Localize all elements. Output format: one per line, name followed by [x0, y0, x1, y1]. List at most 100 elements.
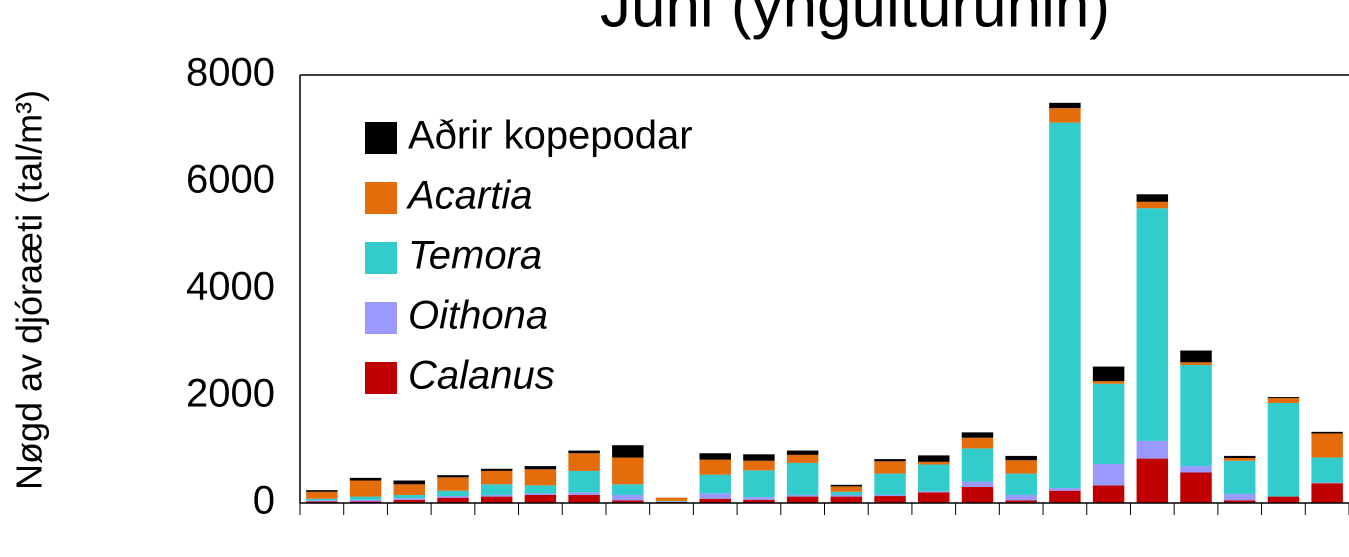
chart-title: Juni (yngulturunin): [600, 0, 1110, 40]
bar-segment: [393, 480, 426, 485]
bar-segment: [918, 464, 950, 492]
bar-segment: [524, 466, 557, 470]
bar-segment: [1223, 458, 1256, 461]
bar-segment: [437, 475, 469, 478]
bar-segment: [393, 499, 426, 503]
bar-segment: [961, 437, 994, 449]
bar-segment: [1180, 350, 1212, 363]
bar-segment: [786, 496, 819, 503]
bar-segment: [1092, 383, 1125, 464]
bar-segment: [1311, 457, 1343, 483]
bar-segment: [874, 459, 906, 462]
bar-segment: [437, 477, 469, 491]
bar-segment: [830, 494, 863, 497]
y-tick-label: 4000: [186, 265, 275, 309]
bar-segment: [568, 450, 600, 454]
bar-segment: [699, 459, 731, 475]
bar-segment: [874, 496, 906, 503]
bar-segment: [437, 497, 469, 503]
legend-label: Acartia: [406, 174, 533, 218]
y-tick-label: 6000: [186, 158, 275, 202]
bar-segment: [918, 461, 950, 465]
bar-segment: [612, 484, 644, 495]
bar-segment: [1267, 496, 1300, 503]
bar-segment: [437, 496, 469, 498]
bar-segment: [1180, 472, 1212, 503]
legend-swatch: [365, 182, 397, 214]
y-tick-label: 2000: [186, 372, 275, 416]
bar-segment: [1223, 460, 1256, 494]
bar-segment: [612, 500, 644, 503]
bar-segment: [480, 496, 513, 503]
bar-segment: [1311, 482, 1343, 484]
bar-segment: [1092, 485, 1125, 503]
bar-segment: [699, 474, 731, 494]
bar-segment: [1136, 458, 1169, 503]
bar-segment: [874, 473, 906, 495]
bar-segment: [568, 492, 600, 495]
legend-swatch: [365, 242, 397, 274]
bar-segment: [918, 455, 950, 462]
bar-segment: [655, 497, 688, 501]
bar-segment: [306, 490, 338, 492]
bar-segment: [568, 470, 600, 493]
bar-segment: [1311, 483, 1343, 503]
bar-segment: [918, 492, 950, 503]
bar-segment: [1223, 500, 1256, 503]
bar-segment: [480, 470, 513, 485]
bar-segment: [1136, 208, 1169, 441]
bar-segment: [961, 481, 994, 487]
legend-label: Temora: [408, 234, 542, 278]
bar-segment: [1136, 201, 1169, 209]
bar-segment: [1311, 431, 1343, 434]
y-tick-label: 0: [253, 479, 275, 523]
bar-segment: [524, 493, 557, 495]
bar-segment: [743, 497, 775, 500]
bar-segment: [743, 470, 775, 498]
legend-swatch: [365, 122, 397, 154]
bar-segment: [743, 454, 775, 461]
bar-segment: [655, 500, 688, 502]
bar-segment: [393, 498, 426, 500]
bar-segment: [306, 491, 338, 499]
bar-segment: [393, 494, 426, 499]
bar-segment: [568, 494, 600, 503]
bar-segment: [786, 494, 819, 497]
bar-segment: [1005, 494, 1037, 501]
y-axis-label: Nøgd av djóraæti (tal/m³): [9, 90, 50, 490]
y-tick-label: 8000: [186, 51, 275, 95]
bar-segment: [786, 462, 819, 495]
bar-segment: [1049, 122, 1081, 489]
bar-segment: [830, 484, 863, 487]
bar-segment: [524, 494, 557, 503]
bar-segment: [1005, 473, 1037, 495]
bar-segment: [1092, 381, 1125, 384]
bar-segment: [830, 491, 863, 495]
bar-segment: [830, 486, 863, 492]
legend-label: Oithona: [408, 294, 548, 338]
bar-segment: [961, 486, 994, 503]
bar-segment: [1092, 463, 1125, 486]
bar-segment: [961, 432, 994, 438]
bar-segment: [786, 454, 819, 463]
bar-segment: [961, 448, 994, 482]
bar-segment: [655, 501, 688, 502]
bar-segment: [699, 498, 731, 503]
bar-segment: [1223, 493, 1256, 501]
bar-segment: [830, 496, 863, 503]
bar-segment: [743, 499, 775, 503]
legend-swatch: [365, 302, 397, 334]
bar-segment: [612, 457, 644, 485]
bar-segment: [306, 498, 338, 501]
legend-label: Calanus: [408, 354, 555, 398]
bar-segment: [874, 461, 906, 474]
bar-segment: [393, 484, 426, 495]
bar-segment: [743, 460, 775, 471]
bar-segment: [1092, 366, 1125, 382]
bar-segment: [1311, 433, 1343, 458]
bar-segment: [1180, 466, 1212, 473]
bar-segment: [1049, 490, 1081, 503]
bar-segment: [1005, 460, 1037, 474]
bar-segment: [306, 500, 338, 502]
